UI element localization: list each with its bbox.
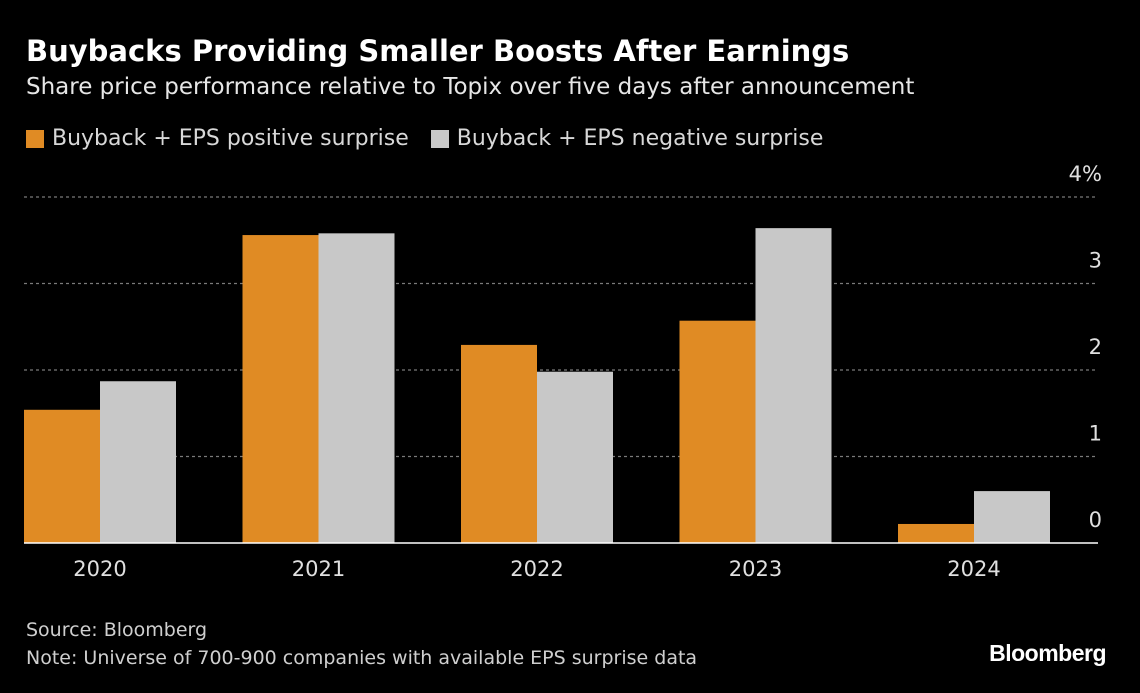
bar-positive-2024 bbox=[898, 523, 974, 543]
x-tick-label: 2022 bbox=[510, 557, 563, 581]
legend-item-positive: Buyback + EPS positive surprise bbox=[26, 126, 409, 151]
x-tick-label: 2023 bbox=[729, 557, 782, 581]
legend-label-positive: Buyback + EPS positive surprise bbox=[52, 126, 409, 151]
y-tick-label: 4% bbox=[1069, 162, 1102, 186]
legend-swatch-positive bbox=[26, 129, 44, 148]
chart-subtitle: Share price performance relative to Topi… bbox=[26, 74, 915, 100]
legend: Buyback + EPS positive surprise Buyback … bbox=[26, 126, 845, 151]
legend-label-negative: Buyback + EPS negative surprise bbox=[456, 126, 824, 151]
bar-positive-2020 bbox=[24, 409, 100, 543]
bar-positive-2023 bbox=[679, 320, 756, 543]
legend-swatch-negative bbox=[430, 129, 449, 148]
y-tick-label: 0 bbox=[1089, 508, 1102, 532]
bloomberg-logo: Bloomberg bbox=[989, 640, 1106, 666]
x-tick-label: 2021 bbox=[292, 557, 345, 581]
bar-positive-2022 bbox=[461, 344, 537, 543]
bar-negative-2022 bbox=[537, 371, 613, 543]
bar-negative-2021 bbox=[318, 233, 395, 543]
footnote: Note: Universe of 700-900 companies with… bbox=[26, 647, 698, 669]
bar-positive-2021 bbox=[242, 235, 319, 543]
y-tick-label: 2 bbox=[1089, 335, 1102, 359]
x-tick-label: 2024 bbox=[947, 557, 1000, 581]
chart-title: Buybacks Providing Smaller Boosts After … bbox=[26, 34, 850, 68]
bar-negative-2023 bbox=[755, 228, 832, 543]
y-tick-label: 3 bbox=[1089, 249, 1102, 273]
bar-negative-2024 bbox=[974, 491, 1050, 543]
legend-item-negative: Buyback + EPS negative surprise bbox=[430, 126, 824, 151]
bar-negative-2020 bbox=[100, 381, 176, 543]
x-tick-label: 2020 bbox=[73, 557, 126, 581]
source-note: Source: Bloomberg bbox=[26, 619, 208, 641]
y-tick-label: 1 bbox=[1089, 422, 1102, 446]
